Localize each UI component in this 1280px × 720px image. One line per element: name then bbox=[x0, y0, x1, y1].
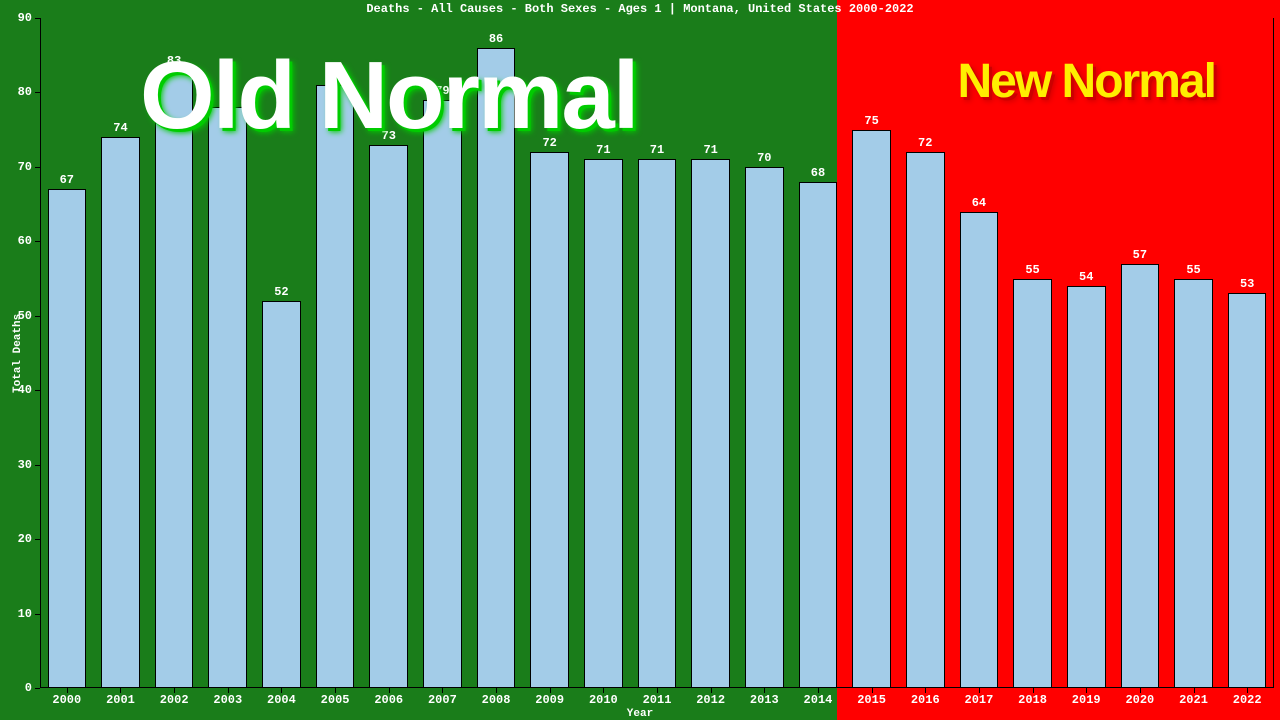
ytick-mark bbox=[35, 465, 40, 466]
chart-title: Deaths - All Causes - Both Sexes - Ages … bbox=[0, 2, 1280, 16]
ytick-mark bbox=[35, 18, 40, 19]
xtick-label: 2012 bbox=[696, 693, 725, 707]
bar-2021 bbox=[1174, 279, 1213, 688]
ytick-label: 0 bbox=[10, 681, 32, 695]
bar-value-label: 70 bbox=[757, 151, 771, 165]
bar-value-label: 74 bbox=[113, 121, 127, 135]
bar-value-label: 64 bbox=[972, 196, 986, 210]
xtick-label: 2017 bbox=[965, 693, 994, 707]
bar-value-label: 86 bbox=[489, 32, 503, 46]
bar-value-label: 78 bbox=[221, 91, 235, 105]
bar-value-label: 71 bbox=[650, 143, 664, 157]
bar-value-label: 72 bbox=[918, 136, 932, 150]
ytick-mark bbox=[35, 167, 40, 168]
ytick-label: 10 bbox=[10, 607, 32, 621]
bar-value-label: 75 bbox=[864, 114, 878, 128]
bar-value-label: 71 bbox=[596, 143, 610, 157]
bar-2014 bbox=[799, 182, 838, 688]
xtick-label: 2003 bbox=[213, 693, 242, 707]
bar-2001 bbox=[101, 137, 140, 688]
bar-2007 bbox=[423, 100, 462, 688]
bar-2004 bbox=[262, 301, 301, 688]
bar-value-label: 73 bbox=[382, 129, 396, 143]
xtick-label: 2022 bbox=[1233, 693, 1262, 707]
ytick-mark bbox=[35, 539, 40, 540]
bar-2002 bbox=[155, 70, 194, 688]
bar-2008 bbox=[477, 48, 516, 688]
bar-2000 bbox=[48, 189, 87, 688]
xtick-label: 2004 bbox=[267, 693, 296, 707]
bar-2003 bbox=[208, 107, 247, 688]
bar-value-label: 52 bbox=[274, 285, 288, 299]
bar-2020 bbox=[1121, 264, 1160, 688]
plot-area: 0102030405060708090672000742001832002782… bbox=[40, 18, 1274, 688]
xtick-label: 2021 bbox=[1179, 693, 1208, 707]
xtick-label: 2011 bbox=[643, 693, 672, 707]
bar-2009 bbox=[530, 152, 569, 688]
xtick-label: 2014 bbox=[804, 693, 833, 707]
bar-value-label: 54 bbox=[1079, 270, 1093, 284]
axis-left bbox=[40, 18, 41, 688]
bar-2018 bbox=[1013, 279, 1052, 688]
bar-2015 bbox=[852, 130, 891, 688]
ytick-label: 60 bbox=[10, 234, 32, 248]
xtick-label: 2018 bbox=[1018, 693, 1047, 707]
ytick-mark bbox=[35, 241, 40, 242]
bar-2013 bbox=[745, 167, 784, 688]
xtick-label: 2002 bbox=[160, 693, 189, 707]
bar-value-label: 81 bbox=[328, 69, 342, 83]
axis-right bbox=[1273, 18, 1274, 688]
ytick-mark bbox=[35, 614, 40, 615]
xtick-label: 2000 bbox=[52, 693, 81, 707]
xtick-label: 2010 bbox=[589, 693, 618, 707]
x-axis-label: Year bbox=[0, 708, 1280, 720]
bar-2006 bbox=[369, 145, 408, 688]
xtick-label: 2015 bbox=[857, 693, 886, 707]
bar-value-label: 57 bbox=[1133, 248, 1147, 262]
chart-container: Deaths - All Causes - Both Sexes - Ages … bbox=[0, 0, 1280, 720]
bar-value-label: 72 bbox=[542, 136, 556, 150]
ytick-mark bbox=[35, 390, 40, 391]
ytick-mark bbox=[35, 688, 40, 689]
bar-2017 bbox=[960, 212, 999, 688]
ytick-label: 70 bbox=[10, 160, 32, 174]
xtick-label: 2020 bbox=[1125, 693, 1154, 707]
xtick-label: 2001 bbox=[106, 693, 135, 707]
ytick-label: 80 bbox=[10, 85, 32, 99]
bar-value-label: 55 bbox=[1186, 263, 1200, 277]
bar-value-label: 79 bbox=[435, 84, 449, 98]
xtick-label: 2005 bbox=[321, 693, 350, 707]
xtick-label: 2016 bbox=[911, 693, 940, 707]
bar-2016 bbox=[906, 152, 945, 688]
bar-value-label: 83 bbox=[167, 54, 181, 68]
bar-2022 bbox=[1228, 293, 1267, 688]
xtick-label: 2013 bbox=[750, 693, 779, 707]
ytick-label: 30 bbox=[10, 458, 32, 472]
bar-2012 bbox=[691, 159, 730, 688]
bar-2010 bbox=[584, 159, 623, 688]
y-axis-label: Total Deaths bbox=[12, 314, 24, 393]
xtick-label: 2008 bbox=[482, 693, 511, 707]
ytick-label: 20 bbox=[10, 532, 32, 546]
bar-value-label: 68 bbox=[811, 166, 825, 180]
xtick-label: 2006 bbox=[374, 693, 403, 707]
ytick-mark bbox=[35, 92, 40, 93]
bar-2005 bbox=[316, 85, 355, 688]
ytick-mark bbox=[35, 316, 40, 317]
bar-value-label: 71 bbox=[703, 143, 717, 157]
xtick-label: 2007 bbox=[428, 693, 457, 707]
bar-value-label: 53 bbox=[1240, 277, 1254, 291]
bar-2011 bbox=[638, 159, 677, 688]
xtick-label: 2019 bbox=[1072, 693, 1101, 707]
xtick-label: 2009 bbox=[535, 693, 564, 707]
bar-2019 bbox=[1067, 286, 1106, 688]
bar-value-label: 67 bbox=[60, 173, 74, 187]
bar-value-label: 55 bbox=[1025, 263, 1039, 277]
